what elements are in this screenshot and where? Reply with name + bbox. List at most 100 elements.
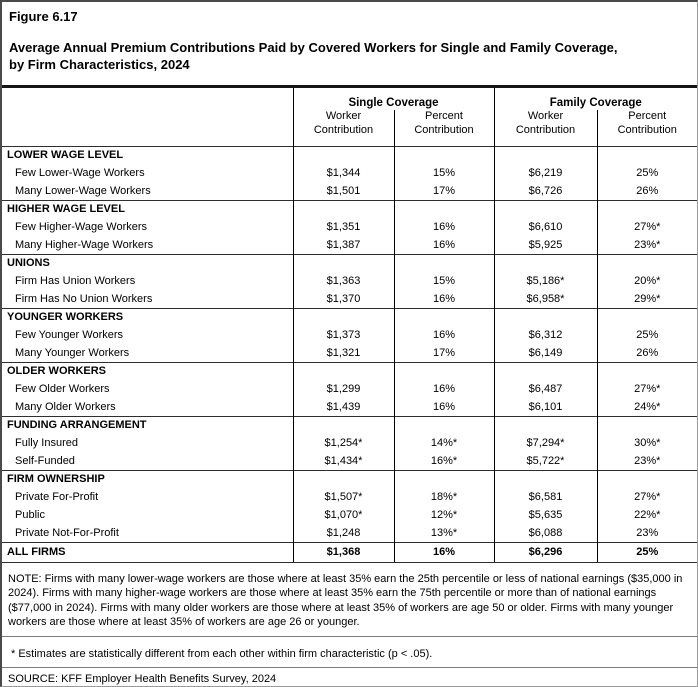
section-header-row: OLDER WORKERS bbox=[2, 361, 697, 380]
value-cell: $1,363 bbox=[292, 272, 394, 290]
value-cell: $7,294* bbox=[493, 434, 597, 452]
value-cell: $1,344 bbox=[292, 164, 394, 182]
row-label: Firm Has Union Workers bbox=[15, 275, 136, 287]
value-cell: 27%* bbox=[596, 218, 697, 236]
total-row: ALL FIRMS $1,368 16% $6,296 25% bbox=[2, 541, 697, 563]
value-cell: $1,248 bbox=[292, 524, 394, 542]
corner-cell bbox=[2, 88, 293, 110]
value-cell: $1,434* bbox=[292, 452, 394, 470]
empty-cell bbox=[393, 361, 494, 380]
empty-cell bbox=[493, 145, 597, 164]
value-cell: 25% bbox=[596, 164, 697, 182]
value-cell: 29%* bbox=[596, 290, 697, 308]
value-cell: 16% bbox=[393, 398, 494, 416]
table-row: Few Higher-Wage Workers $1,351 16% $6,61… bbox=[2, 218, 697, 236]
table-row: Private For-Profit $1,507* 18%* $6,581 2… bbox=[2, 488, 697, 506]
single-coverage-group-header: Single Coverage bbox=[292, 88, 494, 110]
table-row: Firm Has No Union Workers $1,370 16% $6,… bbox=[2, 290, 697, 308]
table-row: Many Higher-Wage Workers $1,387 16% $5,9… bbox=[2, 236, 697, 254]
section-header: YOUNGER WORKERS bbox=[2, 307, 293, 326]
value-cell: 18%* bbox=[393, 488, 494, 506]
column-header-label: Worker Contribution bbox=[313, 110, 374, 136]
empty-cell bbox=[292, 415, 394, 434]
empty-cell bbox=[596, 253, 697, 272]
column-header-label: Percent Contribution bbox=[617, 110, 677, 136]
value-cell: $1,299 bbox=[292, 380, 394, 398]
value-cell: 16% bbox=[393, 541, 494, 563]
section-header: OLDER WORKERS bbox=[2, 361, 293, 380]
value-cell: 15% bbox=[393, 272, 494, 290]
figure-label: Figure 6.17 bbox=[9, 9, 78, 24]
value-cell: 16% bbox=[393, 380, 494, 398]
section-header: FIRM OWNERSHIP bbox=[2, 469, 293, 488]
section-header-row: YOUNGER WORKERS bbox=[2, 307, 697, 326]
empty-cell bbox=[596, 307, 697, 326]
title-block: Figure 6.17 Average Annual Premium Contr… bbox=[2, 2, 697, 88]
table-header: Single Coverage Family Coverage Worker C… bbox=[2, 88, 697, 146]
empty-cell bbox=[493, 469, 597, 488]
value-cell: 16%* bbox=[393, 452, 494, 470]
single-percent-contribution-header: Percent Contribution bbox=[393, 110, 494, 146]
value-cell: $1,321 bbox=[292, 344, 394, 362]
row-label: Private For-Profit bbox=[15, 491, 99, 503]
section-header: LOWER WAGE LEVEL bbox=[2, 145, 293, 164]
empty-cell bbox=[493, 415, 597, 434]
row-label: Public bbox=[15, 509, 45, 521]
value-cell: $6,726 bbox=[493, 182, 597, 200]
empty-cell bbox=[493, 307, 597, 326]
row-label: Few Lower-Wage Workers bbox=[15, 167, 145, 179]
empty-cell bbox=[393, 145, 494, 164]
value-cell: $1,387 bbox=[292, 236, 394, 254]
value-cell: 23%* bbox=[596, 236, 697, 254]
section-header-row: LOWER WAGE LEVEL bbox=[2, 145, 697, 164]
section-header: UNIONS bbox=[2, 253, 293, 272]
row-label: Firm Has No Union Workers bbox=[15, 292, 153, 305]
value-cell: $6,101 bbox=[493, 398, 597, 416]
value-cell: 16% bbox=[393, 236, 494, 254]
note-text: NOTE: Firms with many lower-wage workers… bbox=[2, 563, 697, 637]
empty-cell bbox=[596, 415, 697, 434]
table-row: Public $1,070* 12%* $5,635 22%* bbox=[2, 506, 697, 524]
value-cell: $1,254* bbox=[292, 434, 394, 452]
table-row: Private Not-For-Profit $1,248 13%* $6,08… bbox=[2, 524, 697, 542]
value-cell: $6,296 bbox=[493, 541, 597, 563]
value-cell: $1,070* bbox=[292, 506, 394, 524]
section-header: HIGHER WAGE LEVEL bbox=[2, 199, 293, 218]
row-label: Private Not-For-Profit bbox=[15, 526, 119, 539]
value-cell: $6,312 bbox=[493, 326, 597, 344]
value-cell: $1,351 bbox=[292, 218, 394, 236]
value-cell: $6,581 bbox=[493, 488, 597, 506]
empty-cell bbox=[292, 199, 394, 218]
value-cell: $6,610 bbox=[493, 218, 597, 236]
empty-cell bbox=[596, 469, 697, 488]
section-header-row: HIGHER WAGE LEVEL bbox=[2, 199, 697, 218]
table-body: LOWER WAGE LEVEL Few Lower-Wage Workers … bbox=[2, 145, 697, 563]
value-cell: 16% bbox=[393, 326, 494, 344]
value-cell: 27%* bbox=[596, 380, 697, 398]
value-cell: 16% bbox=[393, 218, 494, 236]
empty-header-cell bbox=[2, 110, 293, 146]
row-label: Many Lower-Wage Workers bbox=[15, 184, 151, 197]
section-header-row: FUNDING ARRANGEMENT bbox=[2, 415, 697, 434]
footnote-text: * Estimates are statistically different … bbox=[2, 637, 697, 668]
column-header-label: Percent Contribution bbox=[414, 110, 474, 136]
section-header-row: FIRM OWNERSHIP bbox=[2, 469, 697, 488]
empty-cell bbox=[393, 307, 494, 326]
empty-cell bbox=[292, 307, 394, 326]
empty-cell bbox=[393, 199, 494, 218]
value-cell: $6,219 bbox=[493, 164, 597, 182]
table-row: Many Older Workers $1,439 16% $6,101 24%… bbox=[2, 398, 697, 416]
empty-cell bbox=[596, 145, 697, 164]
table-row: Few Older Workers $1,299 16% $6,487 27%* bbox=[2, 380, 697, 398]
value-cell: 22%* bbox=[596, 506, 697, 524]
value-cell: 17% bbox=[393, 182, 494, 200]
empty-cell bbox=[596, 361, 697, 380]
value-cell: 17% bbox=[393, 344, 494, 362]
empty-cell bbox=[493, 253, 597, 272]
table-row: Few Lower-Wage Workers $1,344 15% $6,219… bbox=[2, 164, 697, 182]
value-cell: 15% bbox=[393, 164, 494, 182]
value-cell: $1,368 bbox=[292, 541, 394, 563]
value-cell: 30%* bbox=[596, 434, 697, 452]
value-cell: 25% bbox=[596, 541, 697, 563]
row-label: Self-Funded bbox=[15, 454, 75, 467]
